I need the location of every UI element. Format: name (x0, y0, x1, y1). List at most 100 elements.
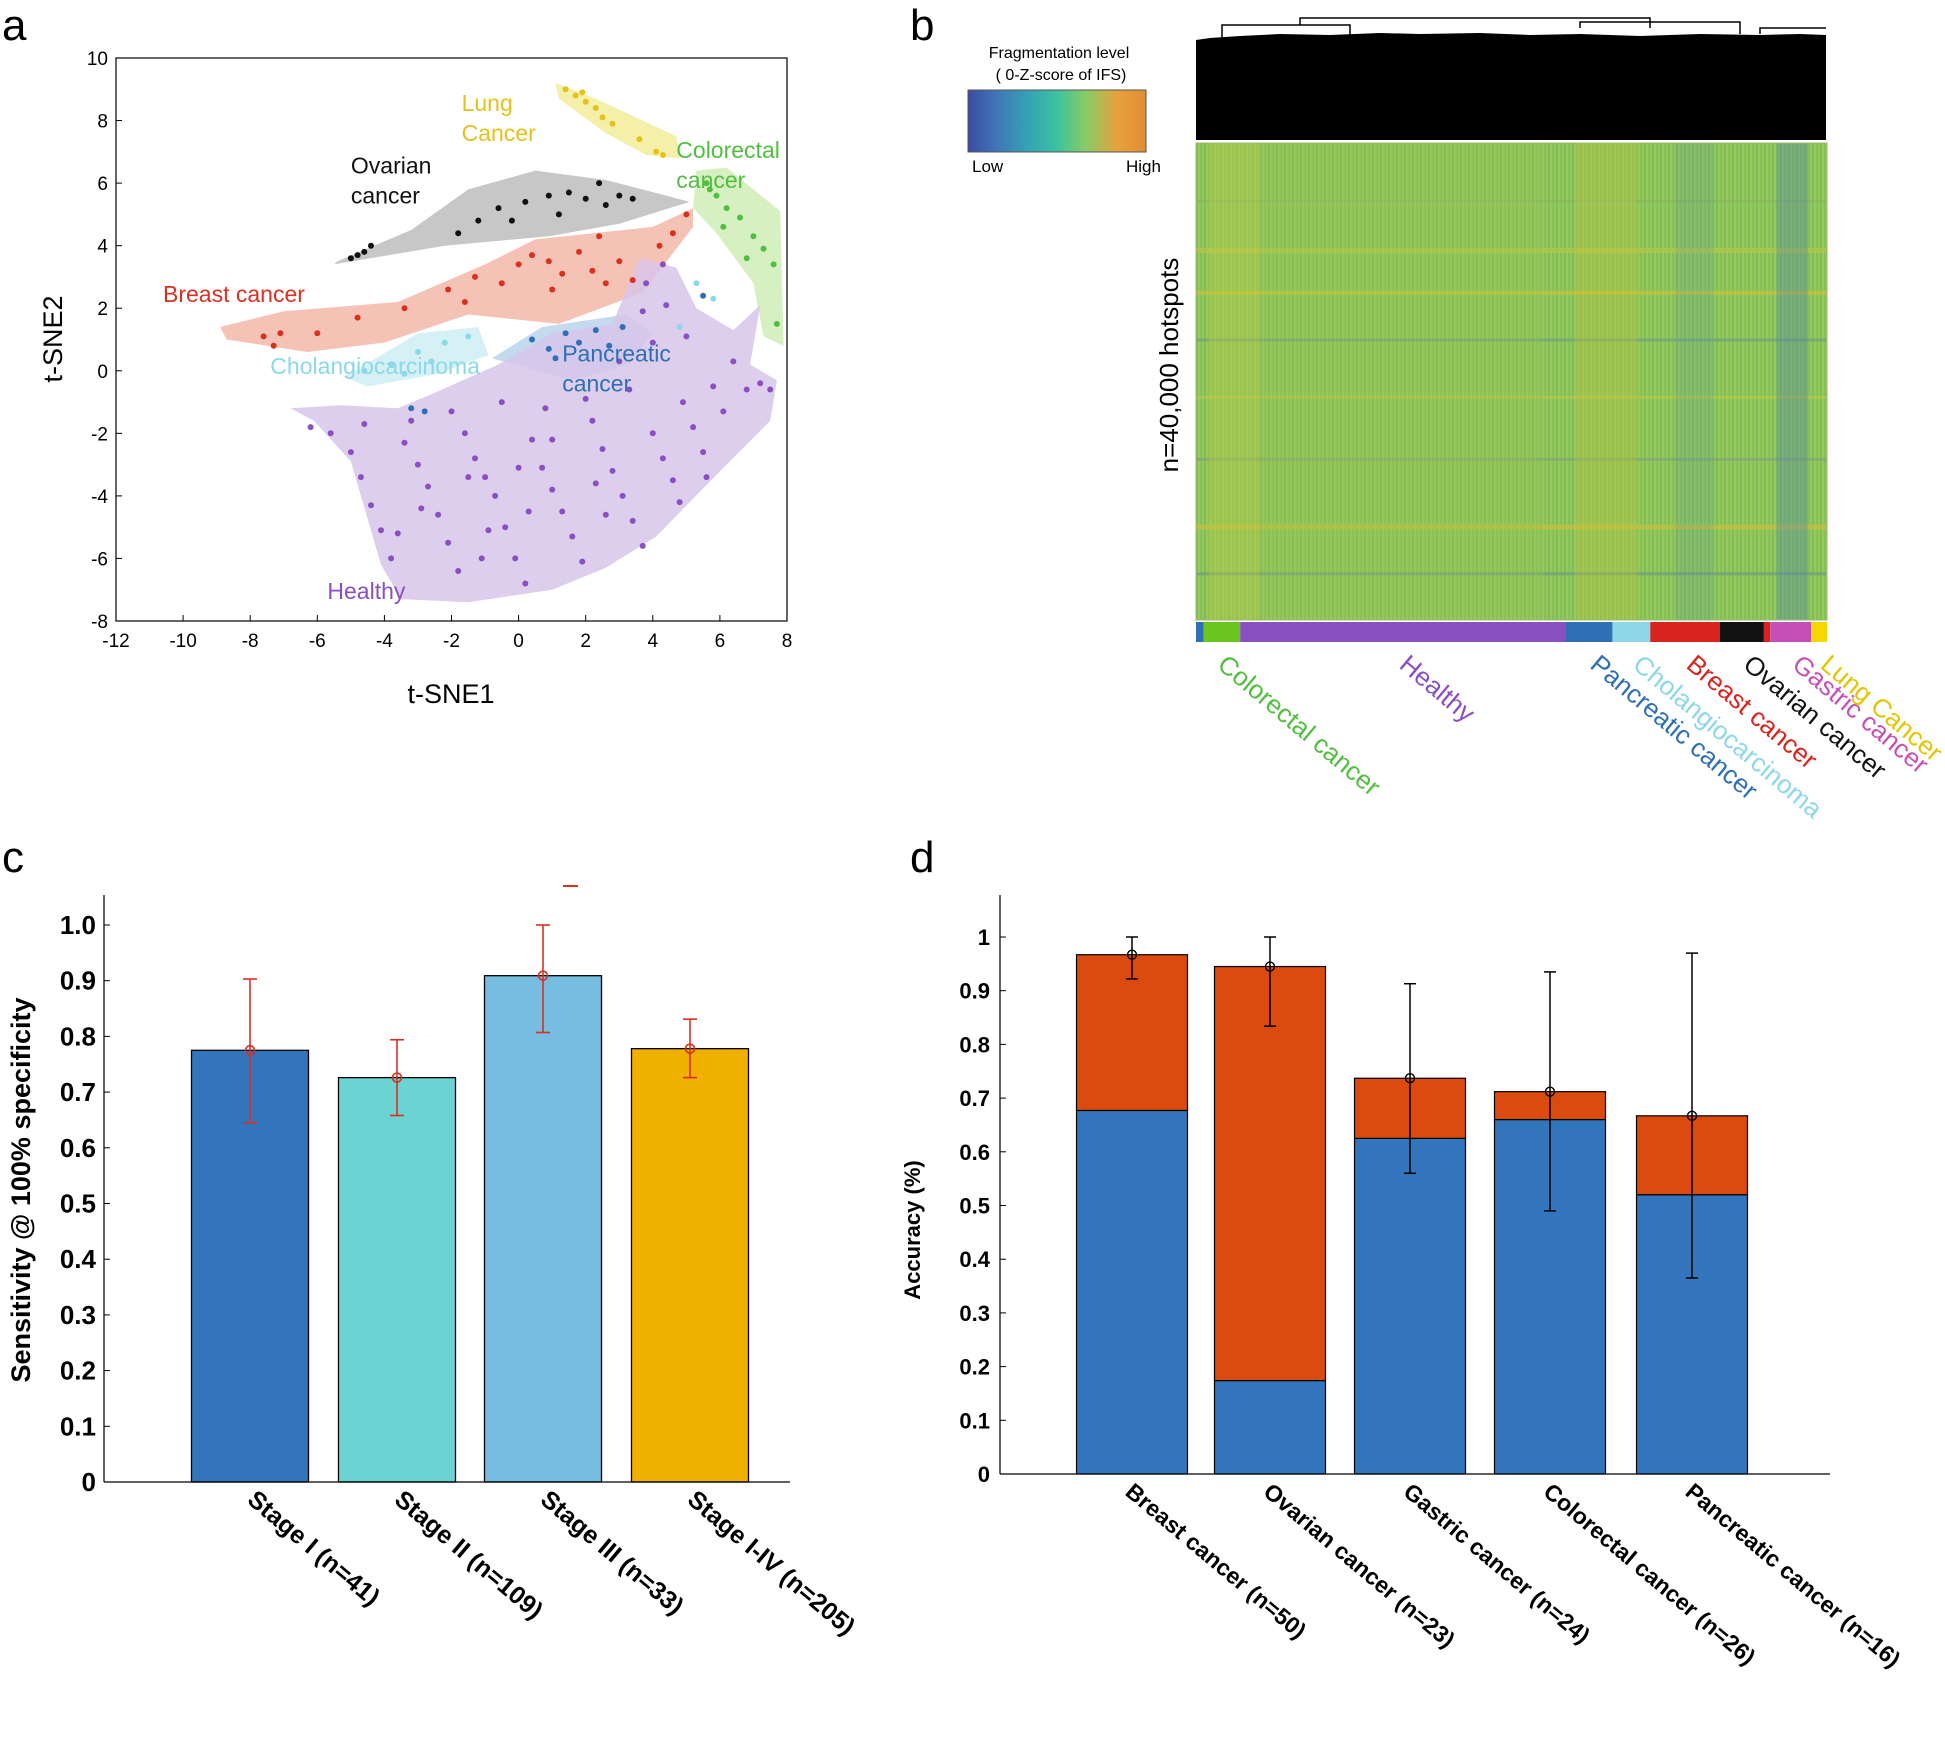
scatter-point (461, 299, 468, 305)
scatter-point (700, 292, 707, 299)
accuracy-y-tick-label: 0.3 (959, 1301, 990, 1326)
scatter-point (478, 555, 485, 562)
sensitivity-y-tick-label: 0.4 (60, 1244, 97, 1274)
scatter-point (472, 455, 478, 462)
heatmap-band (1196, 395, 1827, 399)
heatmap-frame (1195, 142, 1828, 621)
cluster-label-1: Colorectal cancer (676, 137, 780, 193)
scatter-point (629, 517, 636, 524)
scatter-point (582, 395, 589, 402)
scatter-point (314, 330, 321, 337)
scatter-point (529, 252, 535, 259)
scatter-point (572, 92, 579, 99)
scatter-point (592, 327, 599, 334)
tsne-x-tick-label: 2 (580, 631, 591, 652)
scatter-point (743, 255, 750, 262)
scatter-point (690, 424, 697, 431)
scatter-point (656, 242, 663, 249)
scatter-point (649, 430, 656, 437)
accuracy-y-tick-label: 0.5 (959, 1194, 990, 1219)
scatter-point (435, 511, 442, 518)
scatter-point (653, 148, 660, 155)
tsne-x-tick-label: -4 (376, 631, 393, 652)
group-segment-0 (1196, 622, 1204, 642)
scatter-point (616, 358, 623, 365)
scatter-point (606, 342, 613, 349)
sensitivity-y-tick-label: 0.8 (60, 1021, 96, 1051)
scatter-point (401, 305, 408, 312)
scatter-point (579, 558, 586, 565)
heatmap-features (1195, 142, 1828, 621)
scatter-point (767, 386, 774, 393)
group-label-2: Healthy (1394, 649, 1481, 729)
accuracy-error-bars (1126, 936, 1698, 1279)
scatter-point (361, 248, 368, 255)
scatter-point (525, 508, 532, 515)
scatter-point (683, 211, 690, 218)
scatter-point (347, 449, 354, 456)
accuracy-y-tick-label: 0.2 (959, 1355, 990, 1380)
scatter-point (482, 474, 489, 481)
heatmap-band (1196, 524, 1827, 530)
cluster-label-line: cancer (562, 370, 631, 396)
cluster-label-line: Pancreatic (562, 340, 671, 366)
scatter-point (757, 380, 764, 387)
scatter-point (347, 255, 354, 262)
accuracy-y-tick-label: 0.7 (959, 1086, 990, 1111)
group-labels: Colorectal cancer Healthy Pancreatic cance… (1212, 649, 1945, 825)
scatter-point (441, 339, 448, 346)
scatter-point (629, 277, 636, 284)
scatter-point (596, 180, 603, 187)
scatter-point (676, 324, 683, 330)
dendrogram (1196, 17, 1826, 140)
tsne-x-tick-label: -12 (102, 631, 129, 652)
accuracy-point (1404, 1073, 1416, 1084)
sensitivity-x-label-0: Stage I (n=41) (242, 1485, 385, 1611)
accuracy-y-tick-label: 0.6 (959, 1140, 990, 1165)
cluster-region-3 (220, 208, 694, 352)
tsne-y-tick-label: -4 (91, 487, 108, 508)
scatter-point (576, 339, 582, 346)
sensitivity-y-tick-label: 0.3 (60, 1300, 96, 1330)
tsne-y-tick-label: 2 (97, 299, 108, 320)
group-segment-3 (1565, 622, 1613, 642)
scatter-point (723, 205, 730, 212)
tsne-y-tick-label: 6 (97, 174, 108, 195)
scatter-point (539, 464, 546, 471)
scatter-point (643, 280, 650, 287)
scatter-point (498, 399, 505, 406)
scatter-point (565, 189, 572, 196)
cluster-label-line: Cancer (462, 120, 536, 146)
accuracy-y-ticks: 0 0.1 0.2 0.3 0.4 0.5 0.6 0.7 0.8 0.9 1 (959, 925, 1006, 1487)
scatter-point (616, 258, 623, 265)
scatter-point (706, 186, 713, 193)
accuracy-y-tick-label: 0 (978, 1462, 990, 1487)
cluster-label-line: Cholangiocarcinoma (270, 353, 480, 379)
cluster-label-0: Lung Cancer (462, 90, 536, 146)
tsne-y-tick-label: -2 (91, 424, 108, 445)
sensitivity-y-tick-label: 0.9 (60, 966, 96, 996)
sensitivity-bar-2 (483, 975, 603, 1483)
colorbar-title-line2: ( 0-Z-score of IFS) (996, 67, 1127, 84)
scatter-point (609, 467, 616, 474)
cluster-label-line: Colorectal (676, 137, 780, 163)
scatter-point (260, 333, 267, 340)
tsne-x-tick-label: 6 (715, 631, 726, 652)
scatter-point (327, 430, 334, 437)
cluster-label-3: Breast cancer (163, 281, 305, 307)
cluster-label-5: Pancreatic cancer (562, 340, 671, 396)
scatter-point (669, 477, 676, 484)
scatter-point (760, 245, 767, 252)
scatter-point (277, 330, 284, 337)
scatter-point (720, 408, 727, 415)
panel-label-b: b (910, 1, 934, 50)
scatter-point (414, 349, 421, 355)
accuracy-bar-segment-0-1 (1075, 954, 1189, 1112)
tsne-y-tick-label: 4 (97, 237, 108, 258)
heatmap-texture (1196, 143, 1827, 620)
group-segment-6 (1719, 622, 1764, 642)
panel-a-tsne: Lung Cancer Colorectal cancer Ovarian cancer B… (38, 49, 792, 709)
scatter-point (592, 105, 599, 111)
sensitivity-x-label-2: Stage III (n=33) (535, 1485, 689, 1620)
scatter-point (659, 261, 666, 268)
